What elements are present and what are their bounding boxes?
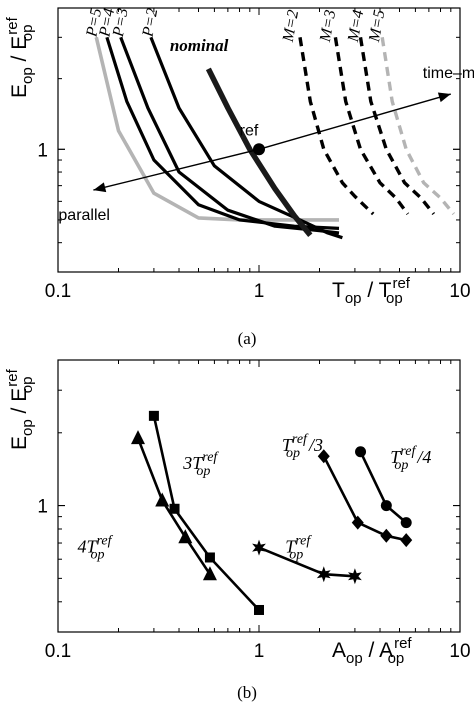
- curve-label-t-4: Tref op/4: [390, 444, 431, 473]
- marker-triangle-4t-op-ref: [178, 529, 193, 544]
- series-line-p-4: [105, 36, 340, 230]
- curve-label-m-4: M=4: [345, 9, 367, 45]
- marker-diamond-t-op-ref-3: [351, 515, 364, 530]
- series-line-t-op-ref-3: [322, 455, 407, 542]
- curve-label-m-3: M=3: [317, 9, 339, 45]
- curve-label-m-2: M=2: [280, 9, 302, 45]
- x-tick-label: 1: [254, 281, 265, 302]
- x-tick-label: 1: [254, 641, 265, 662]
- marker-star-t-op-ref: [348, 568, 362, 585]
- series-group: [94, 36, 456, 240]
- curve-label-3t: 3Tref op: [182, 450, 219, 479]
- marker-square-3t-op-ref: [204, 552, 215, 563]
- series-line-p-2: [149, 36, 343, 240]
- marker-star-t-op-ref: [316, 566, 331, 583]
- x-tick-label: 0.1: [45, 641, 71, 662]
- arrowhead-time-mux: [437, 92, 451, 103]
- curve-label-t-3: Tref op/3: [282, 432, 323, 461]
- caption: (b): [237, 683, 257, 702]
- curve-label-p-2: P=2: [139, 7, 161, 39]
- chart-panel-b: 0.1 1 10 1 Aop / Aref op Eop / Erefop (b) 4Tref o…: [4, 359, 471, 702]
- marker-triangle-4t-op-ref: [130, 430, 145, 445]
- curve-label-p-4: P=4: [96, 7, 118, 39]
- arrow-time-mux: [258, 93, 451, 150]
- x-tick-label: 10: [449, 281, 470, 302]
- x-axis-title: Top / Tref op: [332, 275, 411, 307]
- curve-label-p-5: P=5: [83, 7, 105, 39]
- chart-panel-a: 0.1 1 10 1 Top / Tref op Eop / Erefop (a) ref tim…: [4, 7, 474, 348]
- curve-label-4t: 4Tref op: [77, 533, 113, 562]
- x-axis-title: Aop / Aref op: [332, 635, 412, 667]
- series-group: [130, 410, 413, 615]
- plot-frame: [57, 7, 461, 273]
- series-line-m-4: [358, 37, 436, 216]
- axis-ticks: [57, 359, 461, 633]
- marker-triangle-4t-op-ref: [155, 492, 170, 507]
- marker-star-t-op-ref: [252, 539, 266, 556]
- curve-label-t: Tref op: [285, 533, 312, 562]
- curve-label-m-5: M=5: [366, 9, 388, 45]
- y-axis-title: Eop / Erefop: [4, 368, 36, 450]
- reference-label: ref: [240, 122, 259, 139]
- marker-square-3t-op-ref: [148, 410, 159, 421]
- series-line-t-op-ref: [258, 546, 355, 578]
- series-line-m-5: [380, 37, 456, 216]
- arrow-label-time-mux: time–mux: [423, 65, 474, 82]
- series-line-m-3: [333, 37, 410, 216]
- x-tick-label: 0.1: [45, 281, 71, 302]
- arrowhead-parallel: [93, 182, 107, 193]
- marker-square-3t-op-ref: [254, 604, 264, 615]
- plot-frame: [57, 359, 461, 633]
- marker-diamond-t-op-ref-3: [380, 528, 393, 543]
- y-tick-label: 1: [37, 140, 48, 161]
- marker-square-3t-op-ref: [169, 503, 180, 514]
- series-line-m-2: [298, 37, 375, 216]
- arrow-label-parallel: parallel: [58, 207, 110, 224]
- curve-label-p-3: P=3: [110, 7, 132, 39]
- series-line-nominal: [205, 67, 313, 238]
- marker-circle-t-op-ref-4: [355, 446, 367, 458]
- marker-circle-t-op-ref-4: [380, 500, 392, 512]
- arrow-parallel: [93, 148, 260, 191]
- series-line-3t-op-ref: [152, 415, 260, 611]
- series-line-4t-op-ref: [136, 437, 211, 575]
- marker-diamond-t-op-ref-3: [400, 533, 413, 548]
- caption: (a): [238, 329, 257, 348]
- marker-circle-t-op-ref-4: [400, 517, 412, 529]
- marker-diamond-t-op-ref-3: [317, 449, 330, 464]
- y-tick-label: 1: [37, 497, 48, 518]
- curve-label-nominal: nominal: [170, 36, 229, 55]
- y-axis-title: Eop / Erefop: [4, 16, 36, 98]
- marker-triangle-4t-op-ref: [202, 566, 217, 581]
- arrow-group: [93, 92, 451, 193]
- axis-ticks: [57, 7, 461, 273]
- x-tick-label: 10: [449, 641, 470, 662]
